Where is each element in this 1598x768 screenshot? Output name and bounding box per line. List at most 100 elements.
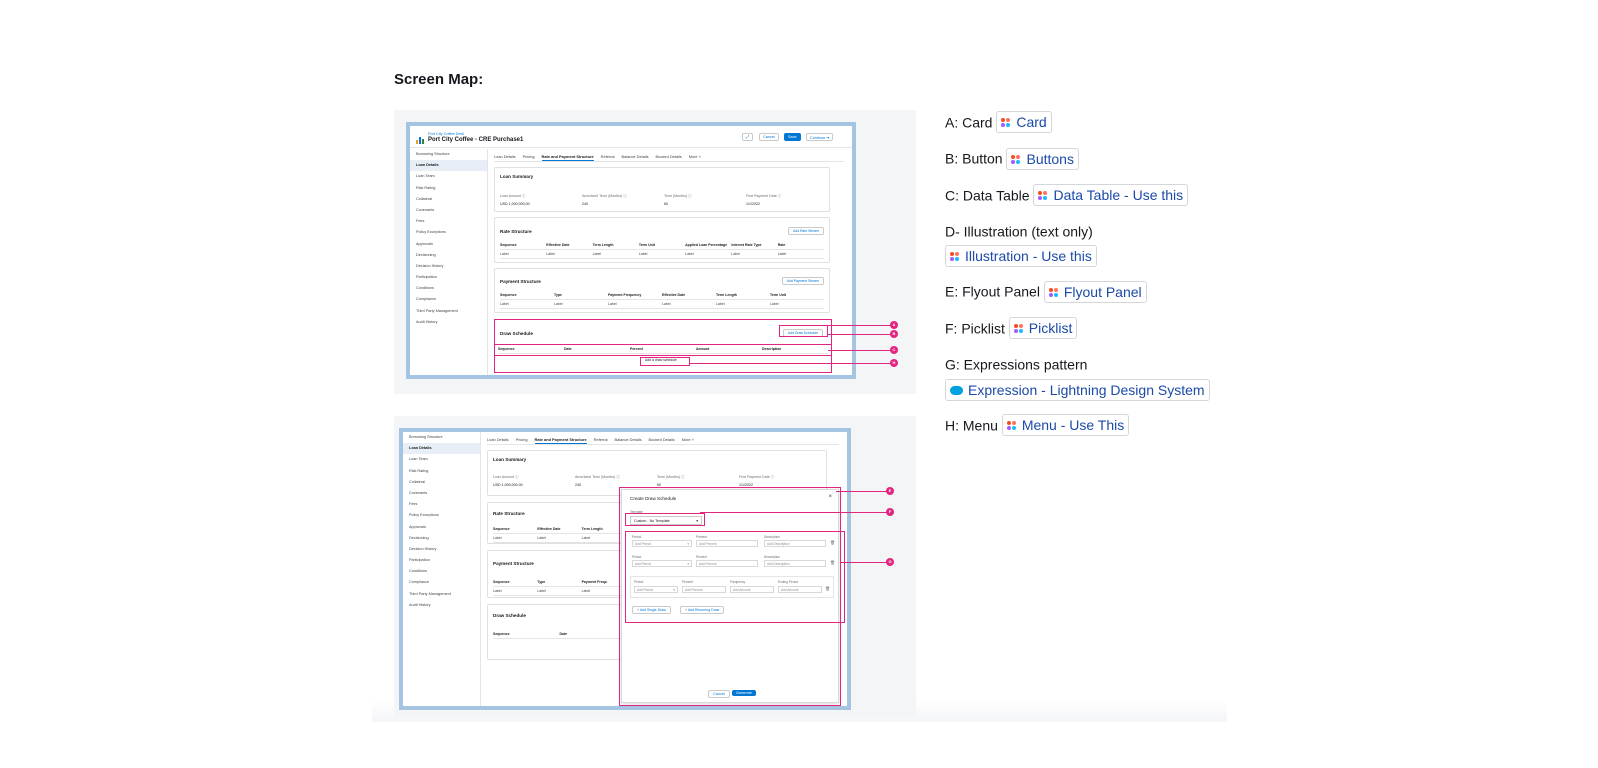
sidebar-item-participation[interactable]: Participation: [409, 558, 430, 563]
legend-item-picklist: F: Picklist Picklist: [945, 315, 1235, 340]
sidebar: Borrowing Structure Loan Details Loan Te…: [403, 432, 481, 706]
delete-icon[interactable]: 🗑: [830, 560, 836, 565]
period-picklist[interactable]: Add Period ▾: [632, 540, 692, 547]
tab-more[interactable]: More ˅: [688, 154, 701, 159]
sidebar-item-policy-exceptions[interactable]: Policy Exceptions: [416, 230, 446, 235]
percent-label: Percent: [682, 580, 693, 584]
callout-g: G: [886, 558, 894, 566]
sidebar-item-fees[interactable]: Fees: [416, 219, 425, 224]
add-recurring-draw-button[interactable]: + Add Recurring Draw: [680, 606, 725, 614]
card-link[interactable]: Card: [996, 111, 1052, 134]
description-input[interactable]: Add Description: [764, 560, 826, 567]
sidebar-item-conditions[interactable]: Conditions: [416, 286, 434, 291]
ending-period-label: Ending Period: [778, 580, 799, 584]
generate-button[interactable]: Generate: [732, 690, 756, 696]
tab-balance-details[interactable]: Balance Details: [614, 437, 642, 442]
sidebar-item-loan-details[interactable]: Loan Details: [403, 443, 480, 455]
sidebar-item-covenants[interactable]: Covenants: [416, 207, 435, 212]
add-rate-stream-button[interactable]: Add Rate Stream: [787, 227, 824, 235]
sidebar-item-third-party-management[interactable]: Third Party Management: [409, 591, 451, 596]
table-header: Sequence Effective Date Term Length Term Un…: [500, 243, 824, 250]
cancel-button[interactable]: Cancel: [759, 133, 779, 141]
tab-rate-and-payment-structure[interactable]: Rate and Payment Structure: [541, 154, 594, 161]
illustration-link[interactable]: Illustration - Use this: [945, 245, 1097, 268]
percent-input[interactable]: Add Percent: [682, 586, 726, 593]
percent-input[interactable]: Add Percent: [696, 560, 758, 567]
description-label: Description: [764, 535, 780, 539]
sidebar-item-decision-history[interactable]: Decision History: [416, 263, 444, 268]
tab-loan-details[interactable]: Loan Details: [494, 154, 516, 159]
close-icon[interactable]: ×: [828, 494, 832, 500]
sidebar-item-approvals[interactable]: Approvals: [409, 524, 426, 529]
table-header: Sequence Effective Date Term Length: [493, 527, 626, 534]
sidebar-item-compliance[interactable]: Compliance: [409, 580, 430, 585]
add-payment-stream-button[interactable]: Add Payment Stream: [781, 277, 824, 285]
sidebar-item-risk-rating[interactable]: Risk Rating: [409, 468, 429, 473]
legend-item-data-table: C: Data Table Data Table - Use this: [945, 182, 1235, 207]
tab-booked-details[interactable]: Booked Details: [648, 437, 675, 442]
flyout-panel-link[interactable]: Flyout Panel: [1043, 280, 1147, 303]
deal-caption[interactable]: Port City Coffee Deal: [428, 132, 464, 136]
sidebar-item-audit-history[interactable]: Audit History: [409, 602, 431, 607]
sidebar-item-collateral[interactable]: Collateral: [409, 479, 426, 484]
sidebar-item-covenants[interactable]: Covenants: [409, 490, 428, 495]
sidebar-item-decision-history[interactable]: Decision History: [409, 546, 437, 551]
sidebar-item-risk-rating[interactable]: Risk Rating: [416, 185, 436, 190]
sidebar-item-third-party-management[interactable]: Third Party Management: [416, 308, 458, 313]
data-table-link[interactable]: Data Table - Use this: [1033, 183, 1189, 206]
menu-link[interactable]: Menu - Use This: [1001, 413, 1130, 436]
delete-icon[interactable]: 🗑: [830, 540, 836, 545]
sidebar-item-approvals[interactable]: Approvals: [416, 241, 433, 246]
save-button[interactable]: Save: [784, 133, 801, 141]
expression-link[interactable]: Expression - Lightning Design System: [945, 378, 1210, 401]
tab-pricing[interactable]: Pricing: [515, 437, 528, 442]
tab-referral[interactable]: Referral: [593, 437, 608, 442]
tab-more[interactable]: More ˅: [681, 437, 694, 442]
tab-booked-details[interactable]: Booked Details: [655, 154, 682, 159]
sidebar-item-collateral[interactable]: Collateral: [416, 196, 433, 201]
sidebar-item-decisioning[interactable]: Decisioning: [416, 252, 436, 257]
add-single-draw-button[interactable]: + Add Single Draw: [632, 606, 671, 614]
tab-balance-details[interactable]: Balance Details: [621, 154, 649, 159]
ending-period-input[interactable]: Add Amount: [778, 586, 822, 593]
sidebar-item-decisioning[interactable]: Decisioning: [409, 535, 429, 540]
sidebar-item-participation[interactable]: Participation: [416, 275, 437, 280]
sidebar-item-audit-history[interactable]: Audit History: [416, 319, 438, 324]
table-row: Label Label Label Label Label Label: [500, 302, 824, 309]
tab-rate-and-payment-structure[interactable]: Rate and Payment Structure: [534, 437, 587, 444]
frequency-input[interactable]: Add Amount: [730, 586, 774, 593]
add-draw-schedule-menu[interactable]: Add a draw schedule: [645, 358, 677, 362]
sidebar-item-loan-details[interactable]: Loan Details: [410, 160, 487, 172]
sidebar-item-borrowing-structure[interactable]: Borrowing Structure: [416, 152, 450, 156]
delete-icon[interactable]: 🗑: [825, 586, 831, 591]
tab-referral[interactable]: Referral: [600, 154, 615, 159]
continue-button[interactable]: Continue ➔: [806, 133, 834, 141]
picklist-link[interactable]: Picklist: [1008, 317, 1078, 340]
sidebar-item-fees[interactable]: Fees: [409, 502, 418, 507]
sidebar-item-compliance[interactable]: Compliance: [416, 297, 437, 302]
screenshot-top: Port City Coffee Deal Port City Coffee -…: [394, 110, 916, 394]
buttons-link[interactable]: Buttons: [1006, 147, 1079, 170]
sidebar-item-loan-team[interactable]: Loan Team: [409, 457, 428, 462]
cancel-button[interactable]: Cancel: [708, 690, 730, 698]
tab-pricing[interactable]: Pricing: [522, 154, 535, 159]
callout-h: H: [890, 359, 898, 367]
figma-icon: [1013, 324, 1024, 334]
period-picklist[interactable]: Add Period ▾: [632, 560, 692, 567]
sidebar-item-conditions[interactable]: Conditions: [409, 569, 427, 574]
callout-box-data-table: [494, 344, 832, 356]
sidebar-item-borrowing-structure[interactable]: Borrowing Structure: [409, 435, 443, 439]
template-picklist[interactable]: Custom - No Template ▾: [630, 516, 702, 525]
tab-loan-details[interactable]: Loan Details: [487, 437, 509, 442]
sidebar-item-loan-team[interactable]: Loan Team: [416, 174, 435, 179]
period-picklist[interactable]: Add Period ▾: [634, 586, 678, 593]
legend-item-illustration: D- Illustration (text only) Illustration…: [945, 218, 1235, 268]
create-draw-schedule-flyout: Create Draw Schedule × Template Custom -…: [621, 489, 839, 703]
expand-icon[interactable]: ⤢: [742, 133, 754, 141]
description-input[interactable]: Add Description: [764, 540, 826, 547]
percent-input[interactable]: Add Percent: [696, 540, 758, 547]
sidebar-item-policy-exceptions[interactable]: Policy Exceptions: [409, 513, 439, 518]
callout-e: E: [886, 487, 894, 495]
table-header: Sequence Date Percent Amount Description: [498, 347, 828, 354]
payment-structure-card: Payment Structure Add Payment Stream Seq…: [494, 268, 830, 313]
